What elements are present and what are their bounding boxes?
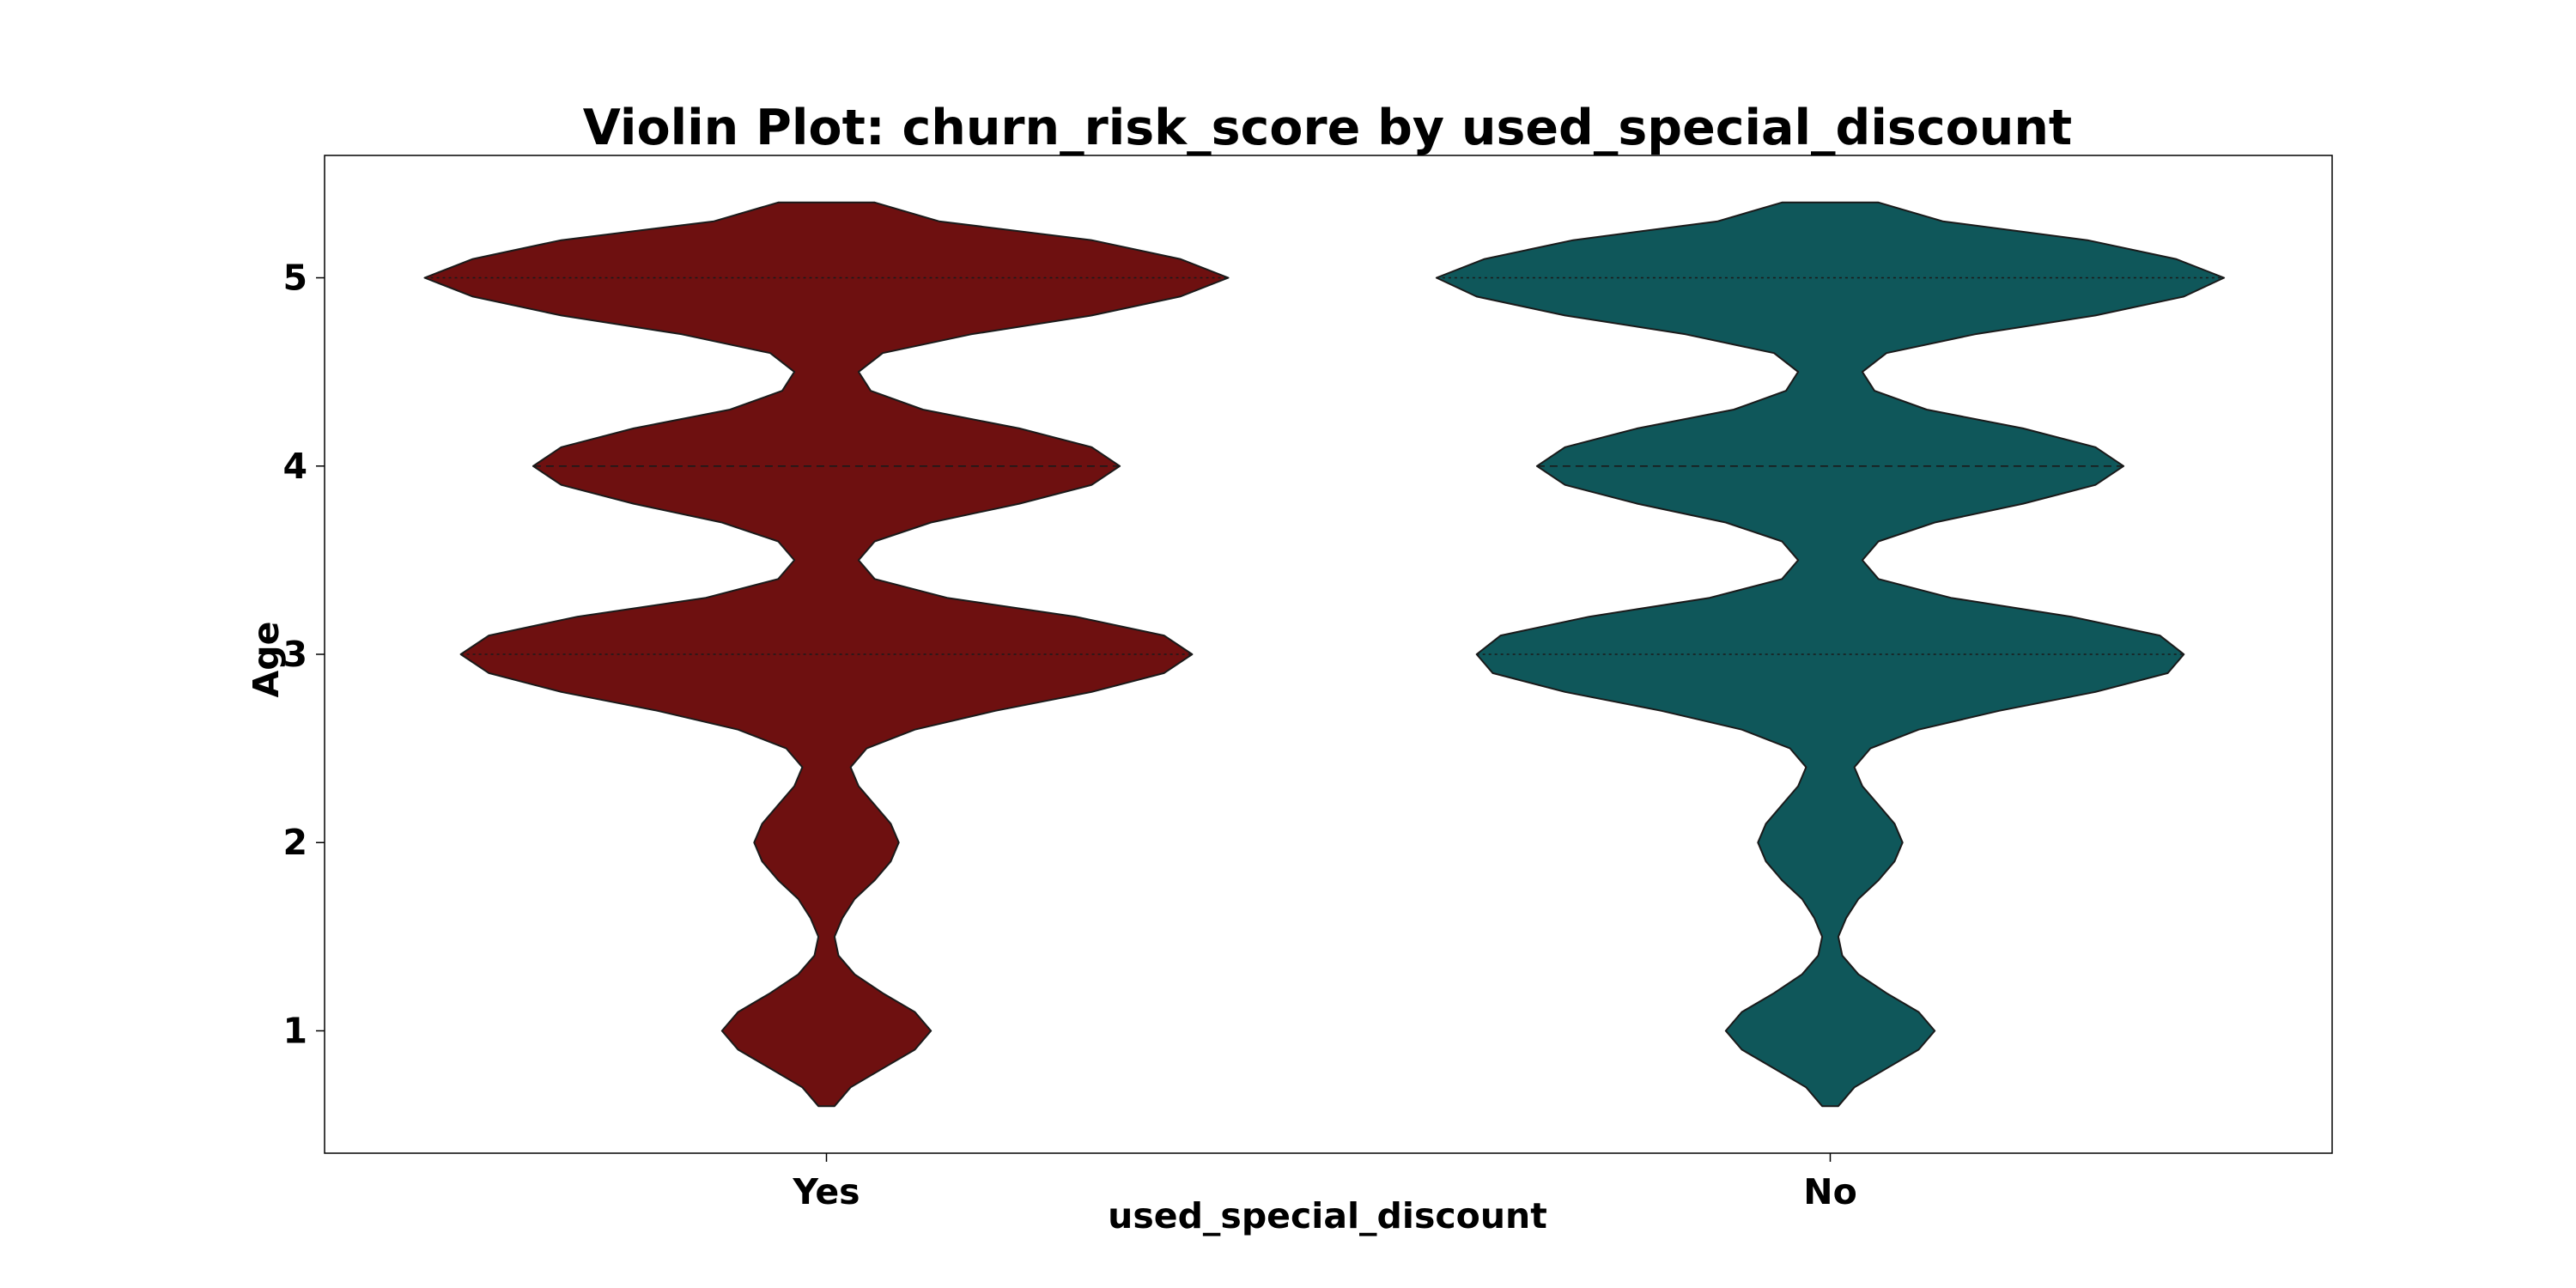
quartile-lines-group [424,276,2225,655]
y-tick-label: 3 [283,634,307,675]
x-axis-ticks: Yes No [792,1153,1857,1212]
violins-group [423,201,2226,1108]
violin-no [1435,201,2226,1108]
plot-area-frame [324,155,2333,1154]
violin-yes [423,201,1230,1108]
y-tick-label: 2 [283,822,307,863]
y-tick-label: 5 [283,258,307,299]
x-axis-label: used_special_discount [1108,1195,1547,1236]
y-axis-label: Age [246,622,287,698]
y-tick-label: 4 [283,446,307,487]
y-tick-label: 1 [283,1010,307,1051]
chart-title: Violin Plot: churn_risk_score by used_sp… [583,100,2072,156]
y-axis-ticks: 1 2 3 4 5 [283,258,325,1051]
x-tick-label-no: No [1803,1171,1856,1212]
x-tick-label-yes: Yes [792,1171,860,1212]
